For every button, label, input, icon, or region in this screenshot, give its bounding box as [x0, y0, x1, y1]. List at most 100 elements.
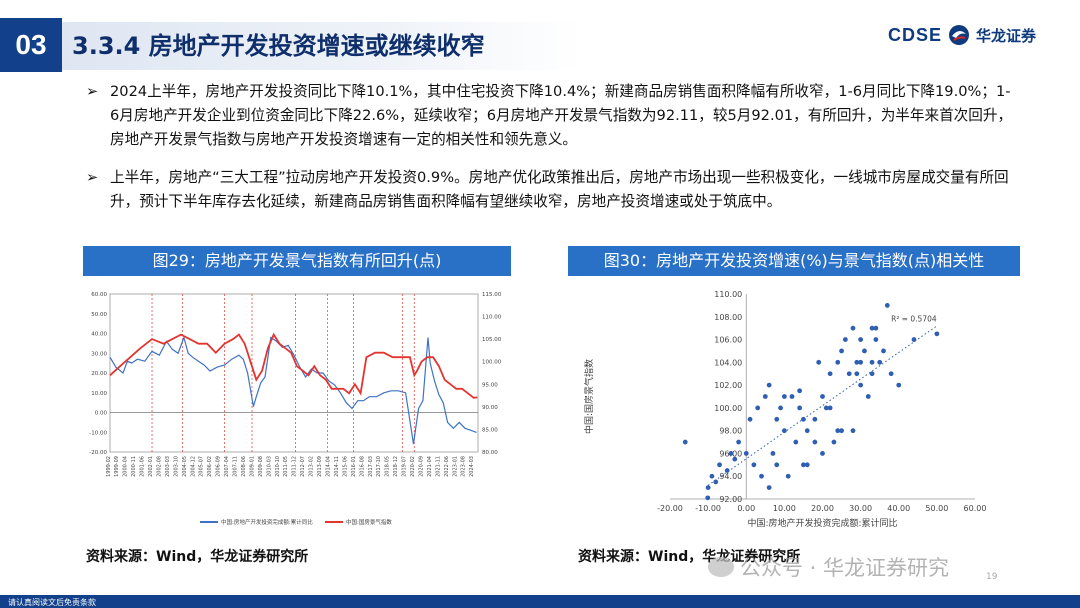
scatter-point — [831, 439, 837, 445]
x-tick-label: 2006-02 — [207, 456, 213, 477]
logo-name: 华龙证券 — [975, 26, 1036, 45]
x-tick-label: 2011-12 — [292, 456, 298, 477]
scatter-point — [881, 348, 886, 354]
scatter-point — [804, 462, 810, 468]
x-tick-label: 2021-04 — [427, 456, 433, 477]
scatter-point — [743, 451, 749, 456]
scatter-point — [842, 337, 848, 342]
y-left-tick-label: -20.00 — [89, 450, 107, 456]
scatter-point — [877, 359, 883, 365]
plot-frame — [109, 293, 479, 453]
x-tick-label: 2018-05 — [385, 456, 391, 477]
scatter-point — [854, 371, 860, 377]
scatter-point — [820, 451, 825, 456]
watermark: 公众号 · 华龙证券研究 — [708, 552, 949, 582]
scatter-point — [816, 359, 822, 365]
bullet-arrow-icon: ➢ — [86, 169, 99, 186]
section-number: 03 — [0, 18, 62, 72]
scatter-point — [835, 359, 841, 365]
page-title: 3.3.4 房地产开发投资增速或继续收窄 — [72, 32, 485, 60]
x-tick-label: 2009-08 — [258, 456, 264, 477]
scatter-point — [770, 451, 776, 456]
y-left-tick-label: -10.00 — [89, 430, 107, 436]
x-tick-label: 2001-06 — [140, 456, 146, 477]
scatter-point — [709, 473, 715, 479]
scatter-point — [785, 473, 791, 479]
scatter-point — [793, 439, 799, 445]
x-tick-label: 2021-11 — [435, 456, 441, 477]
x-tick-label: 2003-03 — [165, 456, 171, 477]
x-tick-label: 2011-05 — [283, 456, 289, 477]
y-tick-label: 92.00 — [719, 495, 742, 504]
figure29-title: 图29：房地产开发景气指数有所回升(点) — [83, 246, 511, 276]
x-tick-label: 2024-03 — [469, 456, 475, 477]
footer-bar — [0, 595, 1080, 608]
scatter-point — [869, 325, 875, 331]
scatter-point — [781, 394, 787, 399]
x-tick-label: 2015-06 — [342, 456, 348, 477]
x-tick-label: 2007-04 — [224, 456, 230, 477]
x-tick-label: 2008-06 — [241, 456, 247, 477]
scatter-point — [747, 416, 753, 422]
source-left: 资料来源：Wind，华龙证券研究所 — [86, 549, 309, 565]
scatter-point — [873, 325, 879, 331]
scatter-point — [846, 371, 852, 377]
x-tick-label: 2017-10 — [376, 456, 382, 477]
figure30-title: 图30：房地产开发投资增速(%)与景气指数(点)相关性 — [568, 246, 1020, 276]
scatter-point — [804, 428, 810, 434]
y-left-tick-label: 20.00 — [91, 371, 107, 377]
y-tick-label: 104.00 — [714, 358, 742, 367]
scatter-point — [774, 416, 780, 422]
footer-disclaimer: 请认真阅读文后免责条款 — [8, 598, 96, 607]
scatter-point — [789, 394, 795, 399]
bullet-item: ➢ 2024上半年，房地产开发投资同比下降10.1%，其中住宅投资下降10.4%… — [86, 80, 1016, 152]
x-tick-label: 2017-03 — [368, 456, 374, 477]
scatter-point — [755, 405, 761, 411]
scatter-point — [762, 394, 768, 399]
bullet-text: 2024上半年，房地产开发投资同比下降10.1%，其中住宅投资下降10.4%；新… — [110, 83, 1013, 148]
x-tick-label: 2023-08 — [461, 456, 467, 477]
scatter-point — [717, 462, 722, 468]
scatter-point — [778, 405, 783, 411]
y-right-tick-label: 95.00 — [482, 382, 498, 388]
correlation-scatter-chart: 92.0094.0096.0098.00100.00102.00104.0010… — [583, 290, 987, 529]
scatter-point — [766, 485, 772, 491]
watermark-text: 公众号 · 华龙证券研究 — [740, 556, 950, 580]
x-tick-label: 2022-06 — [444, 456, 450, 477]
scatter-point — [911, 337, 917, 342]
y-right-tick-label: 90.00 — [482, 405, 498, 411]
x-tick-label: 60.00 — [964, 504, 987, 513]
x-tick-label: 2002-01 — [148, 456, 154, 477]
scatter-point — [827, 405, 833, 411]
source-right: 资料来源：Wind，华龙证券研究所 — [578, 549, 801, 565]
scatter-point — [728, 451, 734, 456]
scatter-point — [797, 388, 803, 394]
bullet-arrow-icon: ➢ — [86, 83, 99, 100]
x-tick-label: 1999-09 — [114, 456, 120, 477]
x-tick-label: 2003-10 — [173, 456, 179, 477]
scatter-point — [858, 359, 864, 365]
y-tick-label: 102.00 — [714, 381, 742, 390]
x-tick-label: 2016-08 — [359, 456, 365, 477]
scatter-point — [835, 428, 841, 434]
scatter-point — [705, 495, 711, 501]
x-tick-label: 2023-01 — [452, 456, 458, 477]
x-tick-label: 40.00 — [887, 504, 910, 513]
scatter-point — [850, 325, 856, 331]
x-tick-label: 2013-02 — [309, 456, 315, 477]
scatter-point — [896, 382, 902, 388]
scatter-point — [713, 479, 719, 485]
scatter-point — [820, 394, 825, 399]
scatter-point — [774, 462, 780, 468]
y-left-tick-label: 10.00 — [91, 391, 107, 397]
scatter-point — [766, 382, 772, 388]
scatter-point — [869, 359, 875, 365]
y-right-tick-label: 80.00 — [482, 450, 498, 456]
scatter-point — [854, 359, 860, 365]
x-tick-label: 2004-12 — [190, 456, 196, 477]
x-tick-label: 0.00 — [737, 504, 755, 513]
y-right-tick-label: 110.00 — [482, 315, 502, 321]
y-right-tick-label: 100.00 — [482, 360, 502, 366]
x-tick-label: 2019-07 — [402, 456, 408, 477]
x-tick-label: 20.00 — [811, 504, 834, 513]
